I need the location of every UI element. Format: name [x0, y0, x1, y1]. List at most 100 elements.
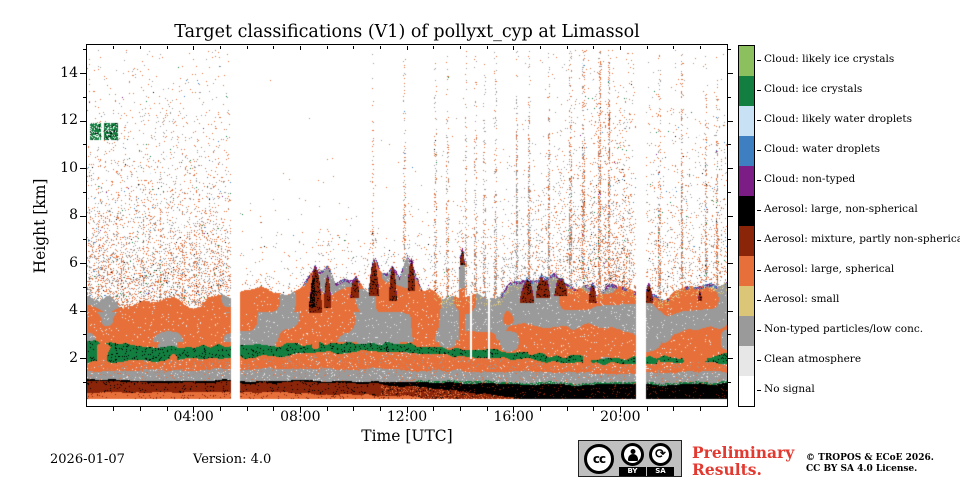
- y-tick-right: [728, 358, 733, 359]
- x-tick: [539, 407, 541, 411]
- x-tick-label: 12:00: [386, 409, 428, 425]
- y-tick-right: [728, 334, 731, 336]
- x-tick-top: [566, 46, 568, 49]
- x-tick-top: [166, 46, 168, 49]
- x-tick-top: [646, 46, 648, 49]
- x-tick: [433, 407, 435, 411]
- y-tick: [82, 381, 86, 383]
- cc-by-label: BY: [619, 467, 646, 476]
- y-tick-right: [728, 49, 731, 51]
- legend-tick: [757, 60, 761, 61]
- y-tick: [82, 191, 86, 193]
- legend-swatch: [739, 286, 754, 316]
- legend-label: Aerosol: large, non-spherical: [764, 203, 918, 215]
- x-tick-top: [193, 46, 195, 50]
- legend-swatch: [739, 196, 754, 226]
- y-tick-right: [728, 96, 731, 98]
- y-tick-right: [728, 168, 733, 169]
- footer-date: 2026-01-07: [50, 452, 125, 467]
- legend-label: Aerosol: mixture, partly non-spherical: [764, 233, 960, 245]
- y-tick: [80, 358, 86, 359]
- legend-label: Cloud: likely ice crystals: [764, 53, 895, 65]
- legend-tick: [757, 180, 761, 181]
- y-tick: [82, 144, 86, 146]
- legend-swatch: [739, 106, 754, 136]
- x-tick-top: [433, 46, 435, 49]
- y-tick-label: 8: [69, 207, 78, 223]
- y-tick-right: [728, 215, 733, 217]
- x-tick-top: [539, 46, 541, 49]
- x-tick-top: [113, 46, 115, 49]
- x-tick: [486, 407, 488, 411]
- x-tick-top: [406, 46, 408, 50]
- x-tick-top: [486, 46, 488, 49]
- x-tick: [139, 407, 141, 411]
- x-tick-top: [619, 46, 621, 50]
- legend-label: Cloud: ice crystals: [764, 83, 863, 95]
- y-tick-label: 12: [60, 112, 78, 128]
- y-tick: [80, 168, 86, 169]
- y-tick-label: 4: [69, 302, 78, 318]
- x-tick: [619, 407, 621, 413]
- y-tick: [80, 120, 86, 122]
- x-tick: [459, 407, 461, 411]
- x-tick: [219, 407, 221, 411]
- y-tick: [82, 334, 86, 336]
- y-tick: [82, 49, 86, 51]
- legend-tick: [757, 240, 761, 241]
- cc-sa-label: SA: [647, 467, 674, 476]
- x-tick-top: [219, 46, 221, 49]
- x-tick: [513, 407, 515, 413]
- y-tick: [82, 96, 86, 98]
- x-tick-top: [379, 46, 381, 49]
- copyright-line2: CC BY SA 4.0 License.: [806, 464, 918, 474]
- cc-sa-arrow-icon: ⟳: [649, 443, 672, 466]
- y-tick: [82, 286, 86, 288]
- legend-swatch: [739, 346, 754, 376]
- x-tick-label: 08:00: [280, 409, 321, 425]
- legend-label: Non-typed particles/low conc.: [764, 323, 924, 335]
- person-head-icon: [630, 449, 635, 454]
- legend-tick: [757, 120, 761, 121]
- legend-tick: [757, 90, 761, 91]
- x-tick-top: [673, 46, 675, 49]
- y-tick: [80, 310, 86, 312]
- y-tick-label: 2: [69, 349, 78, 366]
- y-tick: [80, 263, 86, 264]
- legend-swatch: [739, 76, 754, 106]
- y-tick: [82, 239, 86, 241]
- x-tick-label: 04:00: [173, 409, 214, 425]
- x-tick: [193, 407, 195, 413]
- classification-heatmap-canvas: [87, 45, 727, 406]
- x-tick: [406, 407, 408, 413]
- person-body-icon: [627, 454, 638, 461]
- y-tick-right: [728, 239, 731, 241]
- x-tick-label: 20:00: [600, 409, 641, 425]
- cc-logo-icon: cc: [584, 444, 614, 474]
- x-tick: [673, 407, 675, 411]
- x-tick-top: [139, 46, 141, 49]
- page-title: Target classifications (V1) of pollyxt_c…: [174, 22, 640, 42]
- copyright-note: © TROPOS & ECoE 2026. CC BY SA 4.0 Licen…: [806, 453, 934, 475]
- legend-label: Cloud: likely water droplets: [764, 113, 912, 125]
- x-tick-top: [353, 46, 355, 49]
- plot-area: [86, 44, 728, 407]
- x-tick-top: [513, 46, 515, 50]
- legend-tick: [757, 210, 761, 211]
- preliminary-line2: Results.: [692, 460, 762, 479]
- y-tick: [80, 73, 86, 74]
- y-tick-right: [728, 73, 733, 74]
- x-tick-top: [593, 46, 595, 49]
- x-axis-label: Time [UTC]: [361, 427, 453, 445]
- y-tick-right: [728, 286, 731, 288]
- x-tick: [326, 407, 328, 411]
- legend-swatch: [739, 256, 754, 286]
- y-tick-label: 6: [69, 254, 78, 271]
- legend-label: Aerosol: large, spherical: [764, 263, 895, 275]
- legend-swatch: [739, 136, 754, 166]
- legend-label: Cloud: water droplets: [764, 143, 881, 155]
- y-tick-right: [728, 263, 733, 264]
- x-tick: [593, 407, 595, 411]
- y-tick-label: 10: [60, 159, 78, 176]
